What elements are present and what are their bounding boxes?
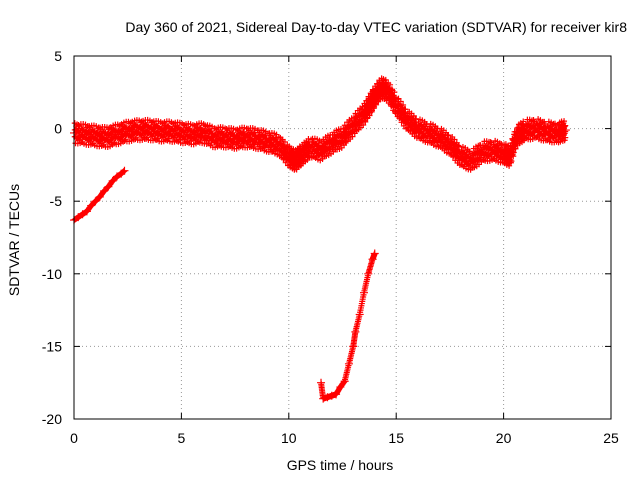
data-point <box>410 112 417 119</box>
data-point <box>262 132 269 139</box>
y-axis-label: SDTVAR / TECUs <box>6 184 22 296</box>
data-point <box>561 137 568 144</box>
y-tick-label: -5 <box>50 193 63 209</box>
data-point <box>402 106 409 113</box>
data-point <box>391 89 398 96</box>
data-point <box>341 142 348 149</box>
data-point <box>387 81 394 88</box>
x-tick-label: 10 <box>281 430 297 446</box>
data-point <box>512 145 519 152</box>
y-tick-labels: 5 0 -5 -10 -15 -20 <box>42 48 62 427</box>
data-point <box>219 140 226 147</box>
x-tick-label: 25 <box>603 430 619 446</box>
data-point <box>466 148 473 155</box>
data-point <box>561 123 568 130</box>
data-point <box>451 136 458 143</box>
data-point <box>520 118 527 125</box>
data-point <box>370 249 379 258</box>
series-midday-arc <box>317 249 379 403</box>
x-tick-label: 15 <box>388 430 404 446</box>
data-point <box>397 98 404 105</box>
y-tick-label: 0 <box>54 121 62 137</box>
data-point <box>455 142 462 149</box>
data-point <box>510 149 517 156</box>
data-point <box>508 158 515 165</box>
x-tick-labels: 0 5 10 15 20 25 <box>70 430 619 446</box>
data-point <box>561 118 568 125</box>
series-main-band <box>70 75 570 173</box>
y-tick-label: -15 <box>42 338 62 354</box>
data-point <box>360 121 367 128</box>
data-point <box>487 139 494 146</box>
data-point <box>400 102 407 109</box>
data-point <box>186 137 193 144</box>
data-point <box>398 105 405 112</box>
data-point <box>176 136 183 143</box>
data-point <box>400 109 407 116</box>
x-tick-label: 5 <box>178 430 186 446</box>
x-tick-label: 0 <box>70 430 78 446</box>
data-point <box>445 132 452 139</box>
grid <box>73 55 612 420</box>
series-early-arc <box>70 166 129 225</box>
x-tick-label: 20 <box>496 430 512 446</box>
data-point <box>197 136 204 143</box>
x-axis-label: GPS time / hours <box>287 457 394 473</box>
data-point <box>413 115 420 122</box>
plot-frame <box>73 55 612 420</box>
data-point <box>562 134 569 141</box>
data-point <box>561 126 570 135</box>
y-tick-label: -10 <box>42 266 62 282</box>
data-point <box>281 138 288 145</box>
y-tick-label: 5 <box>54 48 62 64</box>
series-layer <box>70 75 570 403</box>
data-point <box>562 122 569 129</box>
y-tick-label: -20 <box>42 411 62 427</box>
chart-title: Day 360 of 2021, Sidereal Day-to-day VTE… <box>125 19 627 35</box>
data-point <box>120 166 129 175</box>
data-point <box>349 133 356 140</box>
